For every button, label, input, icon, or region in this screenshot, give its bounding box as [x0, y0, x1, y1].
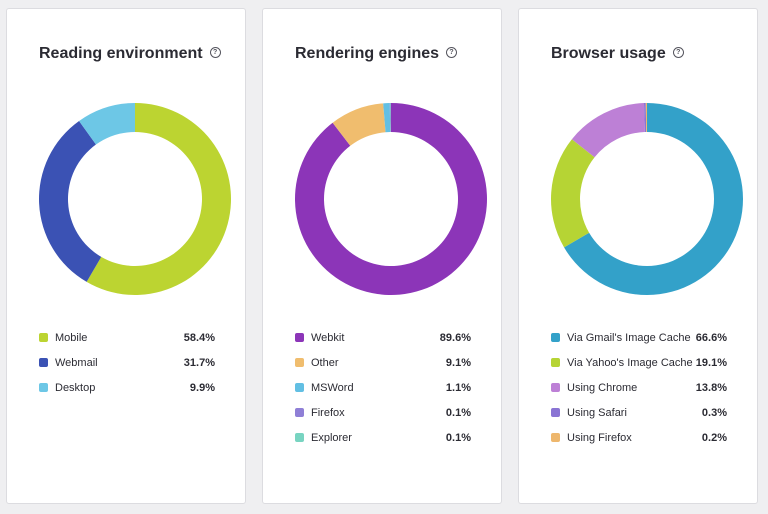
- legend-item-explorer: Explorer 0.1%: [295, 429, 471, 454]
- donut-slice-explorer[interactable]: [390, 103, 391, 133]
- donut-slice-firefox[interactable]: [389, 103, 391, 133]
- legend-item-desktop: Desktop 9.9%: [39, 379, 215, 404]
- legend-swatch: [39, 333, 48, 342]
- card-title: Rendering engines?: [295, 45, 458, 63]
- legend-value: 0.2%: [701, 432, 727, 444]
- legend-value: 13.8%: [695, 382, 727, 394]
- legend-value: 9.1%: [445, 357, 471, 369]
- legend: Mobile 58.4% Webmail 31.7% Desktop 9.9%: [39, 329, 215, 404]
- reading-environment-card: Reading environment? Mobile 58.4% Webmail…: [6, 8, 246, 504]
- legend-label: Desktop: [55, 382, 96, 394]
- question-circle-icon[interactable]: ?: [672, 47, 684, 58]
- legend-swatch: [295, 333, 304, 342]
- question-circle-icon[interactable]: ?: [209, 47, 221, 58]
- legend-label: Webmail: [55, 357, 98, 369]
- rendering-engines-donut: [295, 103, 487, 295]
- legend-value: 0.1%: [445, 432, 471, 444]
- card-title: Browser usage?: [551, 45, 684, 63]
- browser-usage-card: Browser usage? Via Gmail's Image Cache 66…: [518, 8, 758, 504]
- donut-slice-using-firefox[interactable]: [645, 103, 647, 133]
- legend-item-safari: Using Safari 0.3%: [551, 404, 727, 429]
- legend-value: 89.6%: [439, 332, 471, 344]
- legend-item-webmail: Webmail 31.7%: [39, 354, 215, 379]
- reading-environment-donut: [39, 103, 231, 295]
- legend-item-mobile: Mobile 58.4%: [39, 329, 215, 354]
- legend-label: Via Yahoo's Image Cache: [567, 357, 693, 369]
- card-title-text: Rendering engines: [295, 45, 440, 62]
- legend-value: 0.3%: [701, 407, 727, 419]
- legend-label: Webkit: [311, 332, 345, 344]
- card-title: Reading environment?: [39, 45, 221, 63]
- legend-swatch: [295, 408, 304, 417]
- donut-slice-desktop[interactable]: [79, 103, 135, 145]
- legend-label: Other: [311, 357, 339, 369]
- legend-value: 1.1%: [445, 382, 471, 394]
- legend-value: 19.1%: [695, 357, 727, 369]
- legend-value: 0.1%: [445, 407, 471, 419]
- donut-slice-using-chrome[interactable]: [571, 103, 645, 158]
- donut-slice-other[interactable]: [332, 103, 386, 146]
- legend-value: 58.4%: [183, 332, 215, 344]
- donut-slice-webmail[interactable]: [39, 120, 102, 282]
- legend-value: 31.7%: [183, 357, 215, 369]
- legend-item-gmail: Via Gmail's Image Cache 66.6%: [551, 329, 727, 354]
- legend-swatch: [295, 383, 304, 392]
- legend-item-yahoo: Via Yahoo's Image Cache 19.1%: [551, 354, 727, 379]
- legend-swatch: [551, 358, 560, 367]
- legend-label: MSWord: [311, 382, 354, 394]
- donut-slice-via-yahoo-s-image-cache[interactable]: [551, 139, 595, 248]
- question-circle-icon[interactable]: ?: [446, 47, 458, 58]
- donut-slice-via-gmail-s-image-cache[interactable]: [564, 103, 743, 295]
- legend-label: Explorer: [311, 432, 352, 444]
- legend-swatch: [295, 433, 304, 442]
- legend-swatch: [551, 333, 560, 342]
- legend-swatch: [551, 433, 560, 442]
- donut-slice-using-safari[interactable]: [643, 103, 647, 133]
- legend-value: 9.9%: [189, 382, 215, 394]
- legend-label: Using Safari: [567, 407, 627, 419]
- legend-item-webkit: Webkit 89.6%: [295, 329, 471, 354]
- legend: Via Gmail's Image Cache 66.6% Via Yahoo's…: [551, 329, 727, 454]
- legend-item-firefox: Firefox 0.1%: [295, 404, 471, 429]
- legend-swatch: [39, 358, 48, 367]
- legend-swatch: [39, 383, 48, 392]
- legend-label: Using Chrome: [567, 382, 638, 394]
- legend-item-other: Other 9.1%: [295, 354, 471, 379]
- legend-swatch: [551, 383, 560, 392]
- legend-swatch: [295, 358, 304, 367]
- legend-item-msword: MSWord 1.1%: [295, 379, 471, 404]
- legend-label: Via Gmail's Image Cache: [567, 332, 691, 344]
- legend-label: Mobile: [55, 332, 88, 344]
- donut-slice-mobile[interactable]: [86, 103, 231, 295]
- donut-slice-msword[interactable]: [383, 103, 391, 133]
- legend-label: Firefox: [311, 407, 345, 419]
- rendering-engines-card: Rendering engines? Webkit 89.6% Other 9.1%…: [262, 8, 502, 504]
- legend-swatch: [551, 408, 560, 417]
- legend-label: Using Firefox: [567, 432, 632, 444]
- card-title-text: Reading environment: [39, 45, 203, 62]
- legend-item-firefox: Using Firefox 0.2%: [551, 429, 727, 454]
- browser-usage-donut: [551, 103, 743, 295]
- legend-item-chrome: Using Chrome 13.8%: [551, 379, 727, 404]
- donut-slice-webkit[interactable]: [295, 103, 487, 295]
- legend-value: 66.6%: [695, 332, 727, 344]
- card-title-text: Browser usage: [551, 45, 666, 62]
- legend: Webkit 89.6% Other 9.1% MSWord 1.1% Firefox…: [295, 329, 471, 454]
